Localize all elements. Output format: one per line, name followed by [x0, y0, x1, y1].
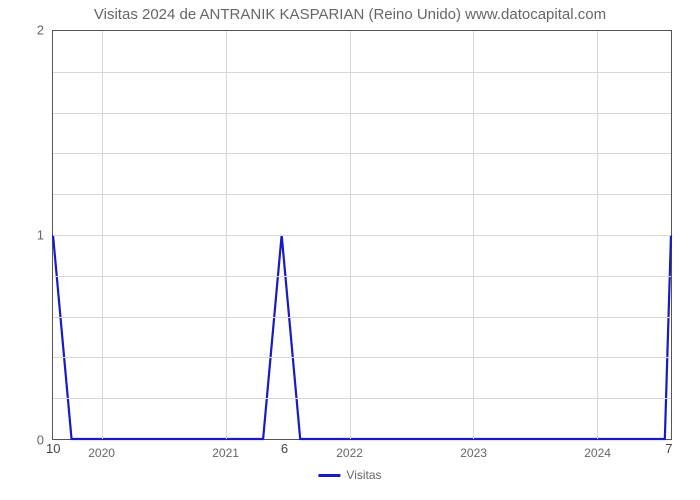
- chart-title: Visitas 2024 de ANTRANIK KASPARIAN (Rein…: [0, 0, 700, 23]
- legend-swatch: [318, 474, 340, 477]
- gridline-horizontal: [53, 276, 671, 277]
- y-tick-label: 0: [37, 433, 44, 448]
- gridline-horizontal: [53, 72, 671, 73]
- gridline-vertical: [597, 31, 598, 439]
- y-tick-label: 1: [37, 228, 44, 243]
- data-annotation: 10: [46, 441, 60, 456]
- x-tick-label: 2024: [584, 446, 611, 460]
- gridline-horizontal: [53, 235, 671, 236]
- x-tick-label: 2022: [336, 446, 363, 460]
- gridline-vertical: [102, 31, 103, 439]
- gridline-vertical: [226, 31, 227, 439]
- plot-background: [52, 30, 672, 440]
- gridline-vertical: [350, 31, 351, 439]
- gridline-horizontal: [53, 194, 671, 195]
- legend: Visitas: [318, 468, 381, 482]
- gridline-horizontal: [53, 398, 671, 399]
- data-annotation: 6: [281, 441, 288, 456]
- x-tick-label: 2023: [460, 446, 487, 460]
- plot-area: 012202020212022202320241067: [52, 30, 672, 440]
- gridline-horizontal: [53, 153, 671, 154]
- gridline-horizontal: [53, 357, 671, 358]
- gridline-horizontal: [53, 113, 671, 114]
- y-tick-label: 2: [37, 23, 44, 38]
- data-annotation: 7: [665, 441, 672, 456]
- legend-label: Visitas: [346, 468, 381, 482]
- gridline-vertical: [473, 31, 474, 439]
- gridline-horizontal: [53, 317, 671, 318]
- x-tick-label: 2020: [88, 446, 115, 460]
- chart-container: Visitas 2024 de ANTRANIK KASPARIAN (Rein…: [0, 0, 700, 500]
- x-tick-label: 2021: [212, 446, 239, 460]
